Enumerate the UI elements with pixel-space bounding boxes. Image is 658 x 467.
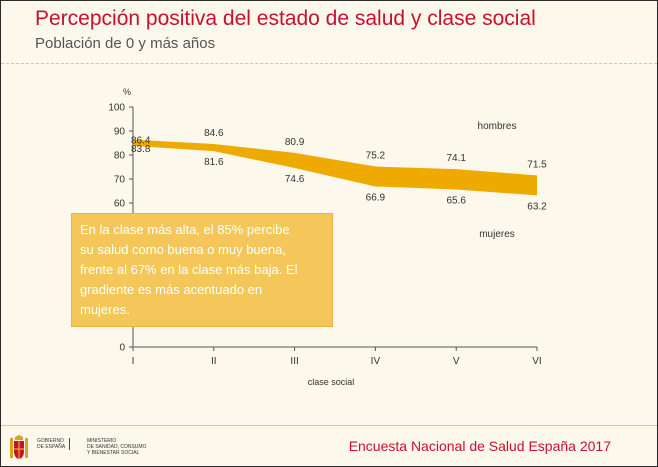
government-label-line: Gobierno [37,438,64,444]
callout-line: mujeres. [80,302,130,317]
ministry-label-line: y Bienestar Social [87,450,140,456]
ministry-label-line: Ministerio [87,438,117,444]
data-label-mujeres: 74.6 [285,174,305,185]
gap-band-area [133,139,537,196]
x-tick-label: V [453,356,460,367]
y-tick-label: 80 [114,151,126,162]
series-label-mujeres: mujeres [479,229,515,240]
data-label-mujeres: 63.2 [527,201,547,212]
callout-box: En la clase más alta, el 85% percibe su … [71,213,333,327]
y-tick-label: 70 [114,175,126,186]
y-tick-label: 60 [114,199,126,210]
footer-divider [1,425,657,426]
chart-area: 0102030405060708090100%IIIIIIIVVVIclase … [108,87,547,387]
series-label-hombres: hombres [478,121,517,132]
government-label-line: de España [37,444,66,450]
survey-source: Encuesta Nacional de Salud España 2017 [348,438,611,454]
coat-of-arms-icon [10,435,28,459]
x-tick-label: II [211,356,217,367]
chart-subtitle: Población de 0 y más años [35,35,216,52]
y-axis-label: % [123,87,131,97]
title-divider [1,63,657,64]
x-tick-label: III [290,356,298,367]
callout-line: En la clase más alta, el 85% percibe [80,222,290,237]
data-label-hombres: 80.9 [285,137,305,148]
chart-title: Percepción positiva del estado de salud … [35,7,536,30]
callout-line: su salud como buena o muy buena, [80,242,286,257]
y-tick-label: 100 [108,103,125,114]
callout-line: gradiente es más acentuado en [80,282,263,297]
data-label-mujeres: 66.9 [366,192,386,203]
x-tick-label: I [132,356,135,367]
government-logo: Gobierno de España Ministerio de Sanidad… [7,434,147,462]
ministry-label-line: de Sanidad, Consumo [87,444,147,450]
data-label-hombres: 71.5 [527,159,547,170]
data-label-hombres: 75.2 [366,151,386,162]
data-label-hombres: 74.1 [446,153,466,164]
y-tick-label: 90 [114,127,126,138]
data-label-mujeres: 81.6 [204,157,224,168]
data-label-mujeres: 65.6 [446,196,466,207]
callout-line: frente al 67% en la clase más baja. El [80,262,298,277]
y-tick-label: 0 [119,343,125,354]
x-tick-label: IV [371,356,381,367]
data-label-mujeres: 83.8 [131,144,151,155]
x-tick-label: VI [532,356,541,367]
data-label-hombres: 86.4 [131,136,151,147]
data-label-hombres: 84.6 [204,128,224,139]
ministry-label: Ministerio de Sanidad, Consumo y Bienest… [87,438,146,456]
x-axis-label: clase social [308,377,355,387]
government-label: Gobierno de España [37,438,71,450]
